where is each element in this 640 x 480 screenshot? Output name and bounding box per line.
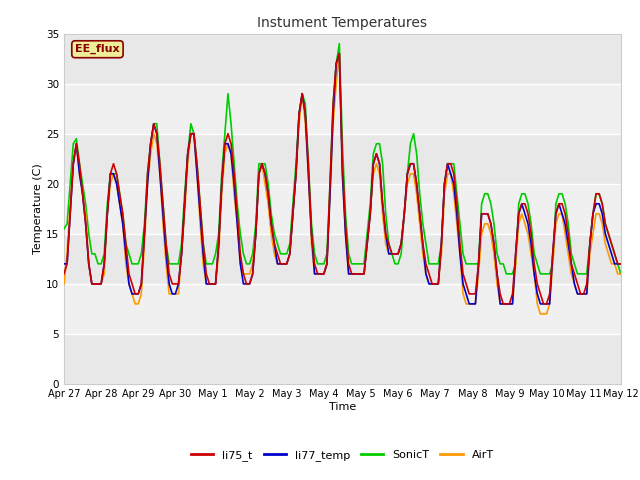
AirT — [524, 231, 532, 237]
li77_temp — [330, 111, 337, 117]
Bar — [64, 284, 621, 334]
SonicT — [527, 221, 535, 227]
Bar — [64, 234, 621, 284]
li77_temp — [335, 51, 343, 57]
li75_t — [143, 171, 151, 177]
Legend: li75_t, li77_temp, SonicT, AirT: li75_t, li77_temp, SonicT, AirT — [187, 445, 498, 466]
li77_temp — [326, 191, 334, 197]
Bar — [64, 34, 621, 84]
SonicT — [143, 171, 151, 177]
li75_t — [499, 301, 507, 307]
Title: Instument Temperatures: Instument Temperatures — [257, 16, 428, 30]
AirT — [617, 271, 625, 277]
AirT — [536, 311, 544, 317]
Bar — [64, 84, 621, 134]
AirT — [326, 191, 334, 197]
AirT — [215, 251, 223, 257]
Line: AirT: AirT — [64, 54, 621, 314]
Bar — [64, 134, 621, 184]
li75_t — [326, 181, 334, 187]
li75_t — [60, 271, 68, 277]
SonicT — [215, 231, 223, 237]
Bar — [64, 184, 621, 234]
X-axis label: Time: Time — [329, 402, 356, 412]
li77_temp — [465, 301, 473, 307]
SonicT — [502, 271, 510, 277]
li77_temp — [143, 181, 151, 187]
li77_temp — [106, 171, 115, 177]
SonicT — [106, 171, 115, 177]
Text: EE_flux: EE_flux — [75, 44, 120, 54]
AirT — [60, 281, 68, 287]
li75_t — [215, 241, 223, 247]
AirT — [106, 181, 115, 187]
li75_t — [617, 261, 625, 267]
SonicT — [617, 271, 625, 277]
SonicT — [330, 101, 337, 107]
li77_temp — [60, 261, 68, 267]
Bar — [64, 334, 621, 384]
SonicT — [335, 41, 343, 47]
li77_temp — [527, 241, 535, 247]
Line: li75_t: li75_t — [64, 54, 621, 304]
li77_temp — [215, 241, 223, 247]
Y-axis label: Temperature (C): Temperature (C) — [33, 163, 43, 254]
AirT — [335, 51, 343, 57]
Line: SonicT: SonicT — [64, 44, 621, 274]
AirT — [143, 181, 151, 187]
Line: li77_temp: li77_temp — [64, 54, 621, 304]
li75_t — [330, 101, 337, 107]
li75_t — [527, 231, 535, 237]
li75_t — [335, 51, 343, 57]
SonicT — [326, 181, 334, 187]
SonicT — [60, 226, 68, 232]
li75_t — [106, 171, 115, 177]
AirT — [330, 121, 337, 127]
li77_temp — [617, 261, 625, 267]
